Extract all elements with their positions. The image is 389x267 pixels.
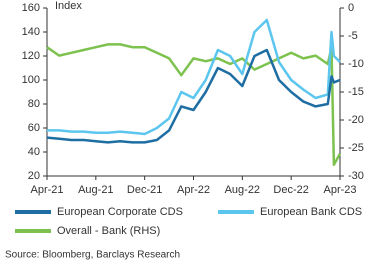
y-tick-label: 40: [28, 146, 40, 158]
y2-tick-label: -5: [348, 30, 358, 42]
y2-tick-label: -25: [348, 142, 364, 154]
x-tick-label: Aug-22: [225, 184, 260, 196]
y-tick-label: 160: [22, 2, 40, 14]
x-tick-label: Dec-21: [127, 184, 162, 196]
series-line: [47, 18, 341, 136]
y-tick-label: 60: [28, 122, 40, 134]
x-tick-label: Aug-21: [78, 184, 113, 196]
y2-tick-label: -10: [348, 58, 364, 70]
x-tick-label: Apr-22: [177, 184, 210, 196]
y2-tick-label: -15: [348, 86, 364, 98]
y-axis-label: Index: [55, 0, 82, 12]
y2-tick-label: -30: [348, 170, 364, 182]
y-tick-label: 140: [22, 26, 40, 38]
series-line: [46, 48, 341, 144]
series-line: [46, 43, 342, 167]
x-tick-label: Apr-21: [30, 184, 63, 196]
y-tick-label: 20: [28, 170, 40, 182]
x-tick-label: Dec-22: [273, 184, 308, 196]
y-tick-label: 80: [28, 98, 40, 110]
y-tick-label: 120: [22, 50, 40, 62]
legend-label: European Corporate CDS: [57, 206, 183, 218]
y2-tick-label: 0: [348, 2, 354, 14]
legend-label: Overall - Bank (RHS): [57, 225, 160, 237]
y-tick-label: 100: [22, 74, 40, 86]
x-tick-label: Apr-23: [323, 184, 356, 196]
source-note: Source: Bloomberg, Barclays Research: [5, 250, 180, 261]
y2-tick-label: -20: [348, 114, 364, 126]
legend-label: European Bank CDS: [260, 206, 362, 218]
